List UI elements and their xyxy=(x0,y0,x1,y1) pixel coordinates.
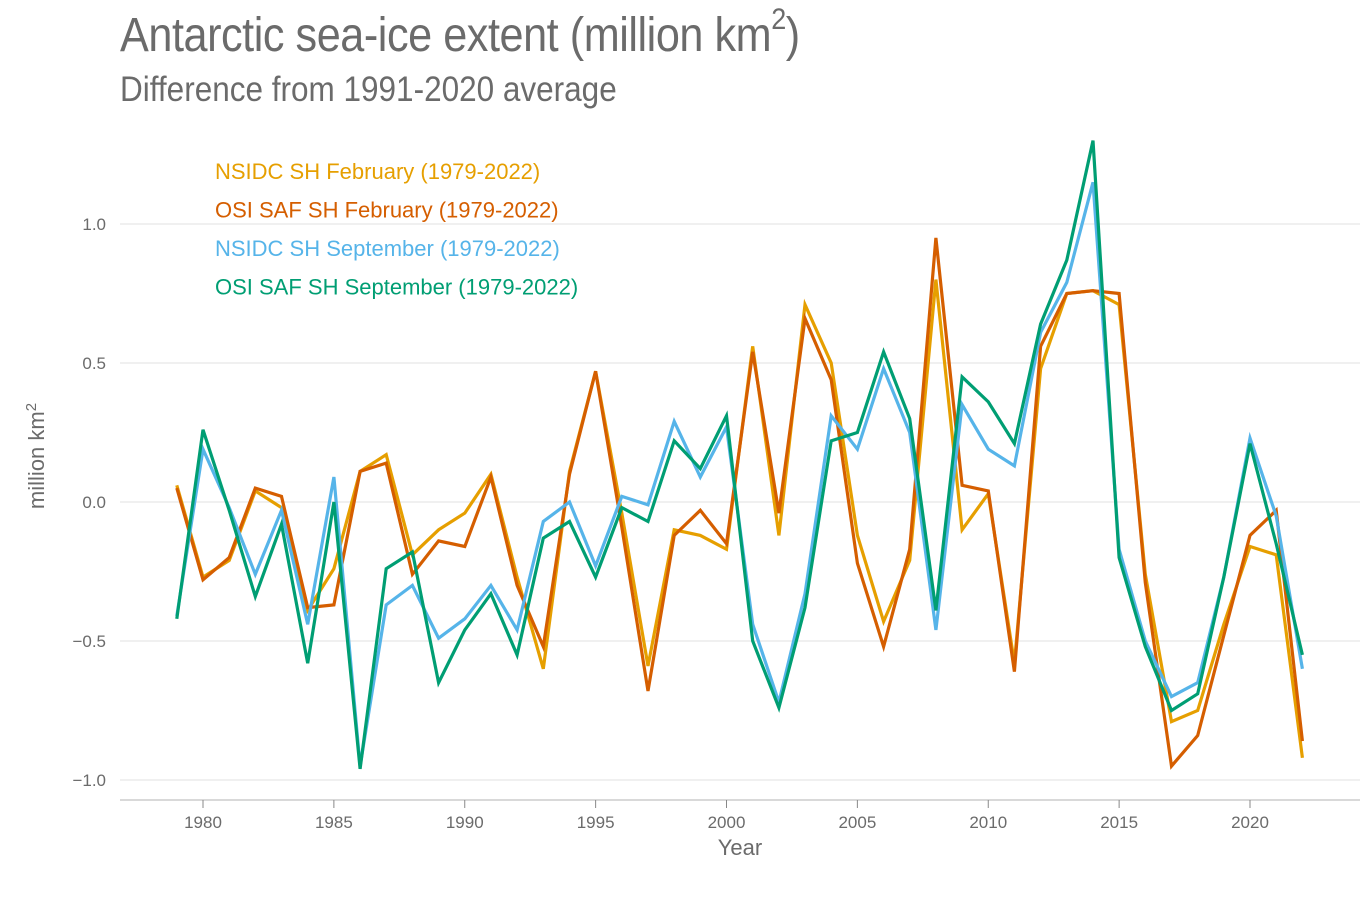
y-tick-label: −1.0 xyxy=(72,771,106,790)
chart-title-text: Antarctic sea-ice extent (million km xyxy=(120,9,772,62)
x-tick-label: 2010 xyxy=(969,813,1007,832)
x-tick-label: 2020 xyxy=(1231,813,1269,832)
y-tick-label: −0.5 xyxy=(72,632,106,651)
x-tick-label: 2015 xyxy=(1100,813,1138,832)
x-tick-label: 2005 xyxy=(838,813,876,832)
chart-subtitle: Difference from 1991-2020 average xyxy=(120,70,617,109)
series-line-3 xyxy=(175,181,1304,767)
x-tick-label: 1985 xyxy=(315,813,353,832)
y-axis-label-text: million km xyxy=(24,411,49,509)
series-line-2 xyxy=(175,237,1304,770)
x-tick-label: 2000 xyxy=(708,813,746,832)
series-lines xyxy=(175,140,1304,770)
x-axis-label: Year xyxy=(718,835,762,860)
y-tick-label: 0.5 xyxy=(82,354,106,373)
x-tick-label: 1990 xyxy=(446,813,484,832)
chart-title: Antarctic sea-ice extent (million km2) xyxy=(120,5,800,63)
y-axis-label-superscript: 2 xyxy=(23,403,40,411)
y-axis-label: million km2 xyxy=(23,403,49,509)
x-axis-ticks: 1980 1985 1990 1995 2000 2005 2010 2015 2020 xyxy=(184,800,1269,832)
legend-item: NSIDC SH February (1979-2022) xyxy=(215,159,540,184)
chart-title-superscript: 2 xyxy=(771,3,786,36)
x-tick-label: 1980 xyxy=(184,813,222,832)
y-tick-label: 0.0 xyxy=(82,493,106,512)
x-tick-label: 1995 xyxy=(577,813,615,832)
legend-item: OSI SAF SH September (1979-2022) xyxy=(215,275,578,300)
chart-title-end: ) xyxy=(785,9,800,62)
y-axis-ticks: 1.0 0.5 0.0 −0.5 −1.0 xyxy=(72,215,106,790)
legend: NSIDC SH February (1979-2022) OSI SAF SH … xyxy=(215,159,578,300)
legend-item: NSIDC SH September (1979-2022) xyxy=(215,236,560,261)
series-line-4 xyxy=(175,140,1304,770)
legend-item: OSI SAF SH February (1979-2022) xyxy=(215,198,559,223)
y-tick-label: 1.0 xyxy=(82,215,106,234)
